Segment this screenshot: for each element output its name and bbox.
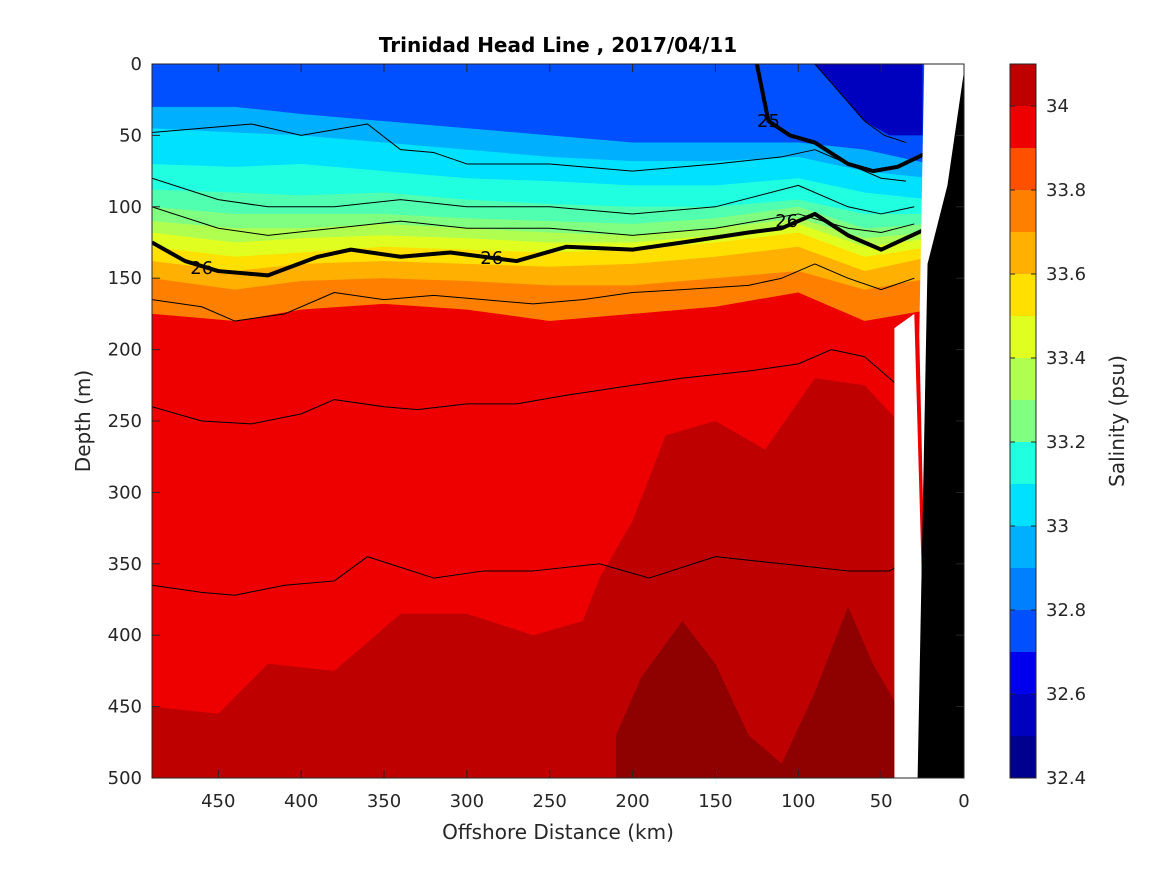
y-tick-label: 300: [108, 482, 142, 503]
y-tick-label: 100: [108, 197, 142, 218]
colorbar-frame: [1009, 63, 1037, 779]
colorbar-tick-label: 33.4: [1046, 348, 1086, 369]
colorbar-tick-label: 32.6: [1046, 684, 1086, 705]
contour-label-text: 25: [757, 111, 780, 132]
y-tick-label: 350: [108, 554, 142, 575]
isopycnal-line: [152, 177, 915, 215]
y-axis-label: Depth (m): [71, 370, 95, 472]
isopycnal-bold: [152, 211, 929, 278]
x-tick-label: 100: [781, 791, 815, 812]
colorbar-tick-label: 33.2: [1046, 432, 1086, 453]
x-tick-label: 250: [533, 791, 567, 812]
isopycnal-line: [152, 349, 915, 425]
y-tick-label: 200: [108, 340, 142, 361]
colorbar-segment: [1010, 610, 1036, 652]
isopycnal-bold: [754, 64, 929, 174]
colorbar-segment: [1010, 568, 1036, 610]
colorbar-segment: [1010, 190, 1036, 232]
colorbar-segment: [1010, 652, 1036, 694]
seafloor-gap: [894, 313, 928, 778]
y-tick-label: 50: [119, 125, 142, 146]
x-tick-label: 350: [367, 791, 401, 812]
x-tick-label: 150: [698, 791, 732, 812]
contour-label-text: 26: [190, 258, 213, 279]
contour-labels: 26 26 26 25: [190, 111, 798, 279]
y-tick-label: 0: [131, 54, 142, 75]
colorbar-segment: [1010, 526, 1036, 568]
y-tick-label: 450: [108, 697, 142, 718]
y-tick-label: 250: [108, 411, 142, 432]
colorbar-segment: [1010, 64, 1036, 106]
colorbar-segment: [1010, 694, 1036, 736]
colorbar-segment: [1010, 400, 1036, 442]
y-tick-label: 500: [108, 768, 142, 789]
seafloor: [917, 71, 964, 778]
colorbar-label: Salinity (psu): [1105, 355, 1129, 487]
chart-title: Trinidad Head Line , 2017/04/11: [379, 33, 737, 57]
colorbar-segment: [1010, 316, 1036, 358]
colorbar-segment: [1010, 442, 1036, 484]
colorbar-tick-label: 34: [1046, 96, 1069, 117]
colorbar: 32.4 32.6 32.8 33 33.2 33.4 33.6 33.8 34: [1009, 63, 1086, 789]
x-tick-label: 50: [870, 791, 893, 812]
seafloor-mask: [894, 64, 964, 778]
colorbar-segment: [1010, 358, 1036, 400]
colorbar-segment: [1010, 106, 1036, 148]
colorbar-tick-label: 33.8: [1046, 180, 1086, 201]
contour-label: 26: [480, 248, 503, 269]
x-tick-label: 450: [201, 791, 235, 812]
fresh-lens: [814, 64, 923, 136]
isopycnal-line: [152, 206, 915, 236]
y-tick-label: 150: [108, 268, 142, 289]
x-tick-label: 0: [958, 791, 969, 812]
contour-label: 26: [190, 258, 213, 279]
colorbar-tick-label: 33.6: [1046, 264, 1086, 285]
colorbar-tick-label: 32.4: [1046, 768, 1086, 789]
colorbar-segment: [1010, 148, 1036, 190]
x-tick-label: 300: [450, 791, 484, 812]
isopycnal-line: [152, 556, 915, 596]
contour-label-text: 26: [775, 211, 798, 232]
deep-salinity-regions: [152, 378, 898, 778]
colorbar-tick-label: 32.8: [1046, 600, 1086, 621]
isopycnal-contours: [152, 64, 929, 596]
x-tick-label: 400: [284, 791, 318, 812]
contour-label: 25: [757, 111, 780, 132]
isopycnal-line: [814, 64, 907, 144]
colorbar-segment: [1010, 232, 1036, 274]
colorbar-segment: [1010, 484, 1036, 526]
y-axis: 0 50 100 150 200 250 300 350 400 450 500: [108, 54, 964, 789]
x-axis-label: Offshore Distance (km): [442, 820, 674, 844]
isopycnal-line: [152, 123, 907, 182]
isopycnal-line: [152, 263, 915, 322]
x-tick-label: 200: [615, 791, 649, 812]
deep-region: [616, 606, 898, 778]
y-tick-label: 400: [108, 625, 142, 646]
contour-label: 26: [775, 211, 798, 232]
colorbar-segment: [1010, 274, 1036, 316]
contour-label-text: 26: [480, 248, 503, 269]
colorbar-tick-label: 33: [1046, 516, 1069, 537]
colorbar-segment: [1010, 736, 1036, 778]
x-axis: 450 400 350 300 250 200 150 100 50 0: [201, 64, 970, 812]
